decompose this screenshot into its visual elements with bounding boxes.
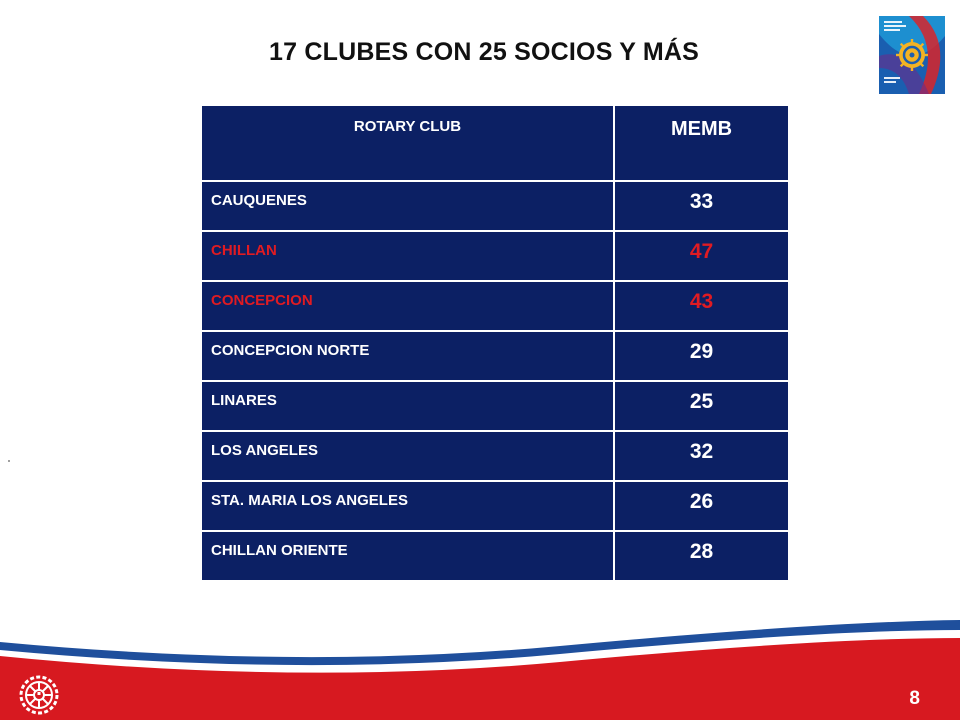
footer-wave xyxy=(0,620,960,720)
club-name: LOS ANGELES xyxy=(200,430,615,482)
header-memb: MEMB xyxy=(613,104,790,182)
table-row: CONCEPCION NORTE 29 xyxy=(200,330,790,382)
member-count: 47 xyxy=(613,230,790,282)
member-count: 29 xyxy=(613,330,790,382)
club-name: CHILLAN xyxy=(200,230,615,282)
member-count: 33 xyxy=(613,180,790,232)
rotary-wheel-icon xyxy=(19,675,59,715)
header-rotary-club: ROTARY CLUB xyxy=(200,104,615,182)
clubs-table: ROTARY CLUB MEMB CAUQUENES 33 CHILLAN 47… xyxy=(200,104,790,582)
table-row: CHILLAN 47 xyxy=(200,230,790,282)
stray-dot xyxy=(8,460,10,462)
table-row: CAUQUENES 33 xyxy=(200,180,790,232)
member-count: 43 xyxy=(613,280,790,332)
member-count: 26 xyxy=(613,480,790,532)
member-count: 25 xyxy=(613,380,790,432)
table-header-row: ROTARY CLUB MEMB xyxy=(200,104,790,182)
club-name: CAUQUENES xyxy=(200,180,615,232)
table-row: CHILLAN ORIENTE 28 xyxy=(200,530,790,582)
rotary-theme-logo-icon xyxy=(879,16,945,94)
table-row: LINARES 25 xyxy=(200,380,790,432)
member-count: 32 xyxy=(613,430,790,482)
club-name: CHILLAN ORIENTE xyxy=(200,530,615,582)
table-row: LOS ANGELES 32 xyxy=(200,430,790,482)
table-row: CONCEPCION 43 xyxy=(200,280,790,332)
slide-title: 17 CLUBES CON 25 SOCIOS Y MÁS xyxy=(269,38,699,66)
club-name: STA. MARIA LOS ANGELES xyxy=(200,480,615,532)
page-number: 8 xyxy=(909,688,920,709)
club-name: LINARES xyxy=(200,380,615,432)
table-row: STA. MARIA LOS ANGELES 26 xyxy=(200,480,790,532)
club-name: CONCEPCION xyxy=(200,280,615,332)
member-count: 28 xyxy=(613,530,790,582)
club-name: CONCEPCION NORTE xyxy=(200,330,615,382)
